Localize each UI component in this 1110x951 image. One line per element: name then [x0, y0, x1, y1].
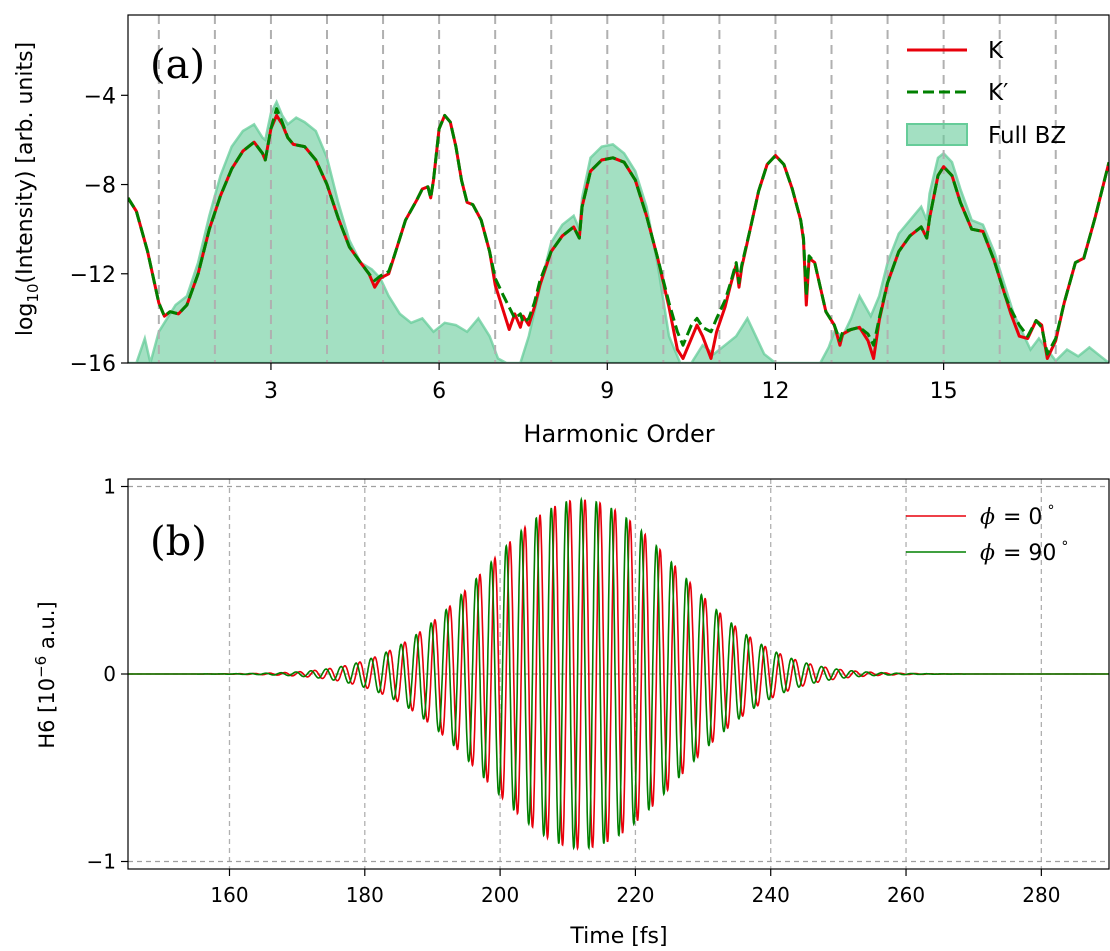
legend-kprime-label: K′ [988, 80, 1008, 106]
panel-a-label: (a) [150, 42, 205, 88]
x-tick-label: 240 [752, 883, 790, 907]
x-tick-label: 280 [1022, 883, 1060, 907]
x-tick-label: 180 [346, 883, 384, 907]
panel-a-x-ticks: 3 6 9 12 15 [264, 363, 958, 404]
panel-a-frame [127, 14, 1110, 364]
panel-b-y-label-suffix: a.u.] [35, 601, 59, 655]
y-tick-label: −1 [87, 850, 116, 874]
x-tick-label: 200 [481, 883, 519, 907]
legend-phi0-degree: ° [1047, 503, 1054, 519]
panel-b-y-label-prefix: H6 [10 [35, 678, 59, 749]
full-bz-area-layer [128, 99, 1109, 363]
panel-b-y-axis-label: H6 [10−6 a.u.] [32, 601, 59, 748]
x-tick-label: 15 [930, 379, 958, 404]
x-tick-label: 260 [887, 883, 925, 907]
phase-signal-lines [128, 496, 1109, 852]
legend-phi0-symbol: ϕ [980, 505, 995, 530]
panel-a-y-axis-label: log10(Intensity) [arb. units] [13, 42, 42, 336]
x-tick-label: 220 [616, 883, 654, 907]
legend-phi90-label: ϕ = 90 ° [980, 539, 1068, 566]
kprime-series-line [128, 107, 1109, 356]
panel-b-x-axis-label: Time [fs] [569, 924, 667, 949]
full-bz-area [128, 99, 1109, 363]
phi90-series-line [128, 496, 1109, 851]
y-tick-label: 1 [103, 475, 116, 499]
panel-b-y-label-superscript: −6 [32, 656, 50, 678]
panel-b-x-ticks: 160 180 200 220 240 260 280 [210, 869, 1060, 907]
panel-b-legend: ϕ = 0 ° ϕ = 90 ° [906, 503, 1068, 566]
y-tick-label: −4 [84, 84, 116, 109]
panel-a-legend: K K′ Full BZ [906, 38, 1066, 149]
legend-phi0-value: = 0 [1003, 505, 1042, 530]
x-tick-label: 9 [600, 379, 614, 404]
x-tick-label: 160 [210, 883, 248, 907]
legend-phi90-symbol: ϕ [980, 541, 995, 566]
panel-a-y-label-suffix: (Intensity) [arb. units] [13, 42, 38, 284]
legend-phi0-label: ϕ = 0 ° [980, 503, 1054, 530]
panel-b-h6-time-signal: 160 180 200 220 240 260 280 1 0 −1 (b) Time [fs]… [32, 475, 1110, 949]
legend-phi90-value: = 90 [1003, 541, 1056, 566]
panel-a-y-label-subscript: 10 [24, 284, 42, 303]
x-tick-label: 6 [432, 379, 446, 404]
y-tick-label: −12 [70, 263, 116, 288]
k-kprime-lines [128, 107, 1109, 360]
panel-a-harmonic-spectrum: 3 6 9 12 15 −4 −8 −12 −16 (a) Harmonic Order lo… [13, 14, 1110, 448]
y-tick-label: 0 [103, 662, 116, 686]
x-tick-label: 3 [264, 379, 278, 404]
panel-a-x-axis-label: Harmonic Order [523, 420, 714, 448]
y-tick-label: −16 [70, 352, 116, 377]
x-tick-label: 12 [761, 379, 789, 404]
y-tick-label: −8 [84, 174, 116, 199]
legend-full-bz-label: Full BZ [988, 123, 1066, 149]
panel-a-y-label-prefix: log [13, 303, 38, 337]
legend-k-label: K [988, 38, 1004, 64]
panel-b-y-ticks: 1 0 −1 [87, 475, 128, 874]
panel-b-label: (b) [150, 519, 207, 565]
panel-a-y-ticks: −4 −8 −12 −16 [70, 84, 128, 377]
legend-phi90-degree: ° [1061, 539, 1068, 555]
legend-full-bz-swatch [906, 123, 968, 146]
